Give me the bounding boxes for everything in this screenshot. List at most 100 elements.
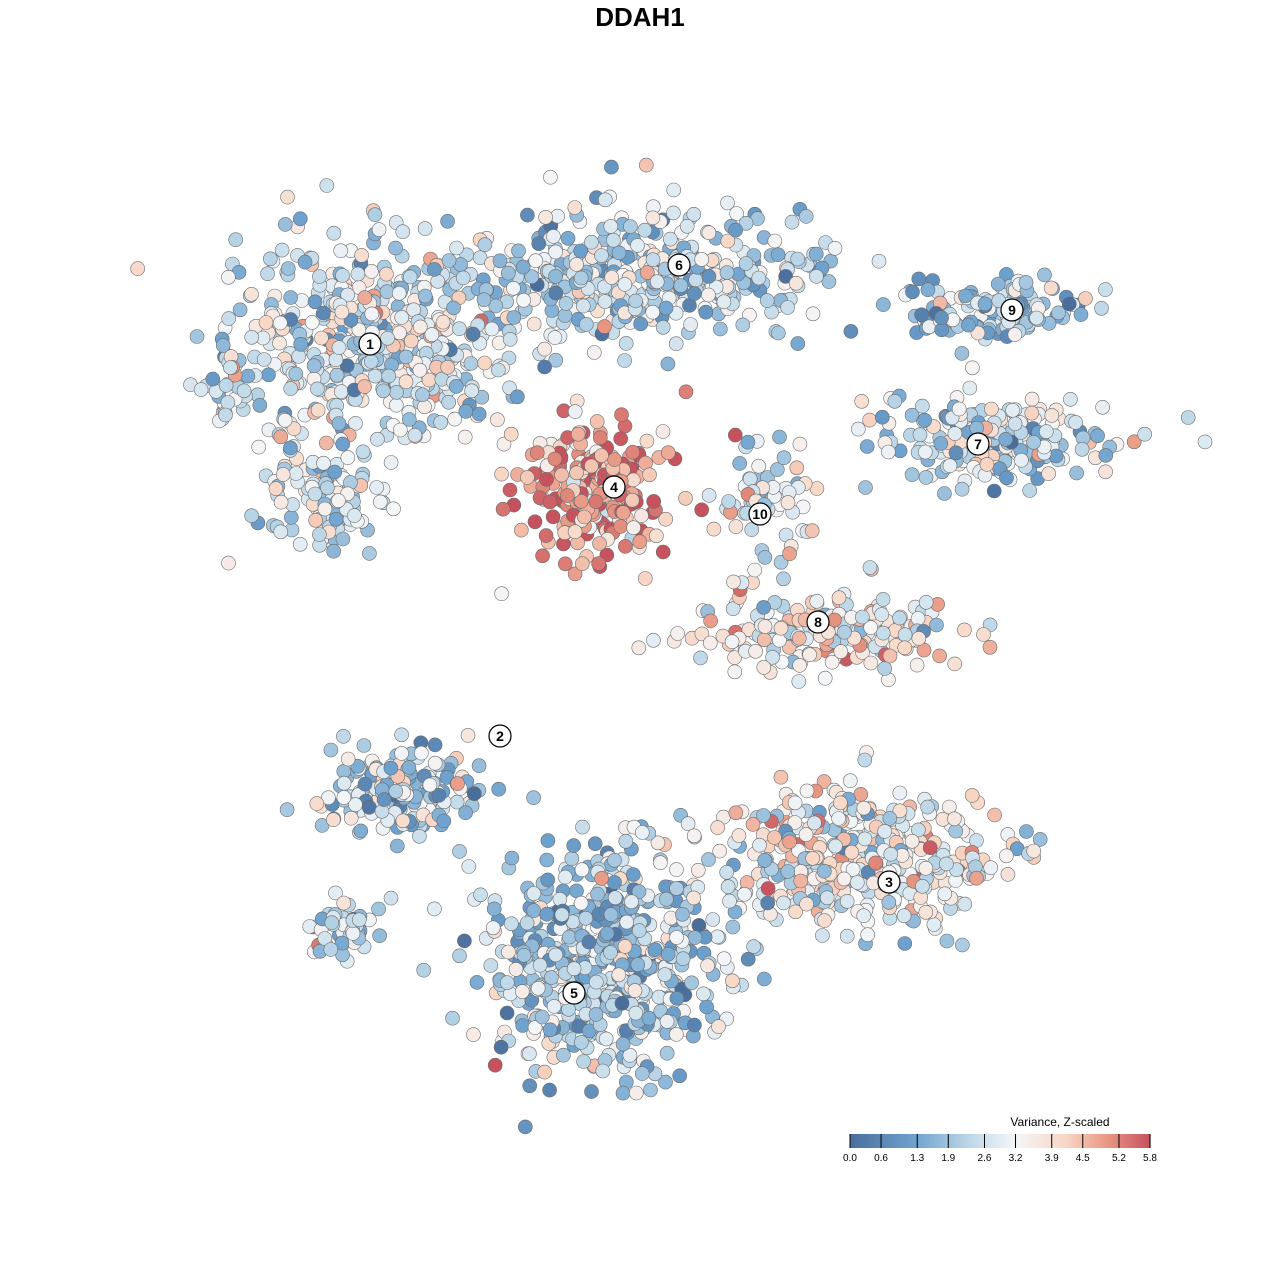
cell-point: [631, 884, 647, 899]
cell-point: [537, 359, 552, 375]
cell-point: [244, 329, 259, 345]
cell-point: [670, 626, 685, 641]
cell-point: [435, 314, 451, 330]
cell-point: [354, 248, 369, 263]
cell-point: [392, 325, 407, 341]
cell-point: [312, 527, 327, 542]
cell-point: [538, 210, 553, 225]
cell-point: [310, 381, 325, 397]
cell-point: [624, 894, 639, 910]
cell-point: [569, 883, 584, 899]
cell-point: [424, 327, 440, 342]
cell-point: [599, 926, 615, 941]
cell-point: [613, 431, 629, 447]
cell-point: [790, 336, 806, 351]
cell-point: [490, 412, 505, 428]
cell-point: [939, 933, 955, 949]
cell-point: [737, 886, 752, 902]
cell-point: [819, 890, 835, 906]
cell-point: [466, 786, 482, 802]
cell-point: [310, 402, 326, 418]
cell-point: [457, 429, 473, 445]
cell-point: [918, 470, 934, 485]
colorbar-tick-label: 5.8: [1143, 1153, 1157, 1164]
cell-point: [218, 407, 233, 423]
cell-point: [815, 928, 830, 943]
cell-point: [335, 531, 351, 547]
cell-point: [273, 494, 289, 510]
cell-point: [545, 509, 561, 525]
cell-point: [487, 1057, 503, 1073]
cell-point: [262, 251, 278, 267]
cell-point: [917, 412, 932, 428]
cell-point: [942, 458, 958, 474]
cell-point: [767, 830, 782, 845]
cell-point: [909, 657, 925, 673]
cell-point: [780, 300, 795, 315]
cell-point: [1062, 296, 1077, 312]
cell-point: [539, 472, 554, 487]
cluster-label-9: 9: [1000, 298, 1024, 322]
cell-point: [669, 881, 684, 896]
cell-point: [351, 912, 367, 928]
cell-point: [687, 1017, 702, 1033]
cell-point: [604, 270, 620, 285]
cell-point: [760, 881, 776, 896]
cell-point: [675, 906, 690, 922]
cell-point: [427, 262, 442, 277]
cell-point: [679, 219, 695, 234]
cell-point: [957, 622, 972, 638]
colorbar-tick-label: 3.2: [1009, 1153, 1023, 1164]
cell-point: [782, 834, 797, 850]
cell-point: [333, 243, 349, 258]
cell-point: [557, 556, 573, 572]
cell-point: [911, 631, 927, 646]
cell-point: [770, 247, 786, 262]
cell-point: [668, 336, 684, 352]
cell-point: [759, 293, 775, 308]
cell-point: [657, 967, 673, 982]
cell-point: [510, 389, 525, 405]
cell-point: [228, 232, 243, 247]
cell-point: [279, 802, 295, 818]
cell-point: [389, 384, 404, 400]
cell-point: [892, 610, 907, 626]
cell-point: [496, 436, 512, 452]
cell-point: [642, 467, 657, 483]
cell-point: [660, 946, 676, 962]
cell-point: [345, 926, 361, 941]
cell-point: [690, 862, 706, 878]
cell-point: [615, 505, 631, 520]
cell-point: [790, 251, 806, 267]
cell-point: [881, 894, 897, 910]
cell-point: [584, 458, 599, 474]
cell-point: [837, 624, 852, 640]
cell-point: [584, 1084, 599, 1099]
cell-point: [440, 359, 455, 375]
cell-point: [547, 451, 563, 467]
cell-point: [526, 903, 542, 918]
cell-point: [594, 248, 609, 263]
cell-point: [502, 332, 518, 347]
cell-point: [515, 259, 531, 275]
cell-point: [485, 920, 501, 936]
cell-point: [375, 383, 391, 399]
cell-point: [559, 488, 575, 503]
cell-point: [897, 627, 913, 643]
cell-point: [517, 1119, 533, 1135]
cell-point: [588, 494, 604, 510]
cell-point: [334, 935, 350, 951]
cell-point: [292, 536, 308, 552]
cluster-label-6: 6: [667, 253, 691, 277]
cell-point: [491, 781, 507, 797]
cell-point: [954, 481, 970, 497]
cell-point: [522, 1046, 537, 1061]
cell-point: [567, 524, 583, 540]
cell-point: [836, 871, 852, 887]
cell-point: [386, 501, 401, 517]
cell-point: [882, 811, 898, 826]
cell-point: [542, 494, 558, 510]
cell-point: [500, 265, 516, 281]
cell-point: [792, 658, 808, 673]
cell-point: [569, 465, 584, 481]
